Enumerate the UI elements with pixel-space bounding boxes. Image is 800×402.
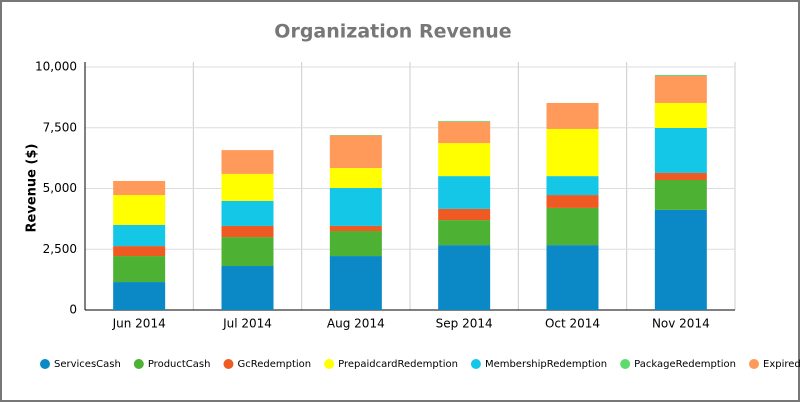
bar-segment — [113, 195, 166, 225]
bar-segment — [546, 195, 599, 208]
legend-swatch — [223, 359, 234, 369]
y-tick-label: 10,000 — [35, 60, 77, 74]
legend-label: PackageRedemption — [634, 359, 736, 370]
bar-segment — [438, 143, 491, 177]
chart-title: Organization Revenue — [274, 21, 511, 43]
legend-label: ExpiredPackages — [763, 359, 800, 370]
y-tick-label: 0 — [69, 303, 77, 317]
y-tick-label: 5,000 — [43, 181, 77, 195]
bar-segment — [221, 150, 274, 174]
y-axis-label: Revenue ($) — [25, 144, 40, 233]
bar-segment — [438, 245, 491, 310]
x-tick-label: Nov 2014 — [652, 317, 710, 331]
y-tick-label: 7,500 — [43, 120, 77, 134]
bar-segment — [546, 245, 599, 310]
bar-segment — [438, 121, 491, 144]
bar-segment — [221, 173, 274, 201]
bar-segment — [221, 237, 274, 267]
bar-segment — [654, 209, 707, 310]
legend-swatch — [620, 359, 631, 369]
bar-segment — [113, 282, 166, 310]
bar-segment — [329, 225, 382, 232]
bar-segment — [438, 208, 491, 221]
bar-segment — [654, 102, 707, 128]
bar-segment — [546, 128, 599, 177]
bar-segment — [654, 172, 707, 180]
bar-segment — [329, 256, 382, 310]
bar-segment — [221, 200, 274, 226]
bar-segment — [654, 127, 707, 173]
x-tick-label: Jul 2014 — [222, 317, 272, 331]
legend-label: MembershipRedemption — [485, 359, 607, 370]
bar-segment — [654, 75, 707, 76]
bar-segment — [221, 266, 274, 310]
bar-segment — [654, 179, 707, 210]
bar-segment — [113, 246, 166, 257]
bar-segment — [546, 102, 599, 129]
x-tick-label: Aug 2014 — [327, 317, 385, 331]
bar-segment — [546, 176, 599, 196]
bar-segment — [546, 207, 599, 246]
x-tick-label: Sep 2014 — [436, 317, 493, 331]
y-tick-label: 2,500 — [43, 242, 77, 256]
bar-segment — [221, 225, 274, 238]
bar-segment — [113, 256, 166, 283]
x-tick-label: Oct 2014 — [545, 317, 600, 331]
legend-label: GcRedemption — [237, 359, 311, 370]
bar-segment — [329, 135, 382, 169]
bar-segment — [438, 176, 491, 209]
legend-swatch — [749, 359, 759, 369]
legend-swatch — [40, 359, 50, 369]
bar-segment — [329, 168, 382, 189]
x-tick-label: Jun 2014 — [112, 317, 166, 331]
legend-swatch — [324, 359, 335, 369]
legend-label: ServicesCash — [54, 359, 121, 370]
bar-segment — [438, 120, 491, 122]
bar-segment — [113, 180, 166, 196]
bar-segment — [654, 75, 707, 103]
legend-swatch — [133, 359, 144, 369]
legend-label: PrepaidcardRedemption — [338, 359, 458, 370]
legend-swatch — [470, 359, 481, 369]
legend-label: ProductCash — [148, 359, 211, 370]
bar-segment — [438, 220, 491, 246]
bar-segment — [329, 188, 382, 226]
bar-segment — [113, 224, 166, 247]
bar-segment — [329, 231, 382, 257]
